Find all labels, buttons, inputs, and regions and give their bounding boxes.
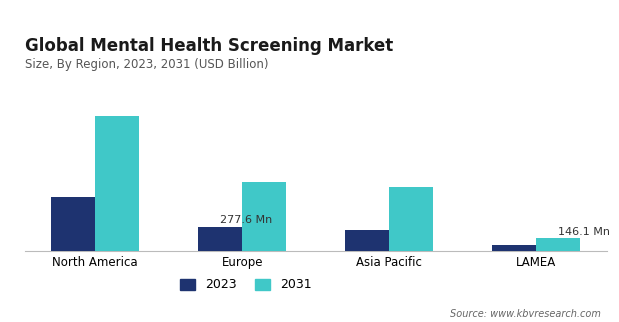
Bar (536, 239, 580, 251)
Text: Size, By Region, 2023, 2031 (USD Billion): Size, By Region, 2023, 2031 (USD Billion… (25, 58, 268, 71)
Bar (95, 116, 139, 251)
Text: Global Mental Health Screening Market: Global Mental Health Screening Market (25, 37, 393, 55)
Text: 146.1 Mn: 146.1 Mn (558, 227, 610, 237)
Legend: 2023, 2031: 2023, 2031 (175, 273, 317, 297)
Bar (345, 230, 389, 251)
Bar (492, 245, 536, 251)
Bar (198, 227, 242, 251)
Text: Source: www.kbvresearch.com: Source: www.kbvresearch.com (449, 309, 600, 319)
Bar (242, 182, 287, 251)
Text: 277.6 Mn: 277.6 Mn (220, 215, 272, 225)
Bar (389, 187, 433, 251)
Bar (51, 197, 95, 251)
